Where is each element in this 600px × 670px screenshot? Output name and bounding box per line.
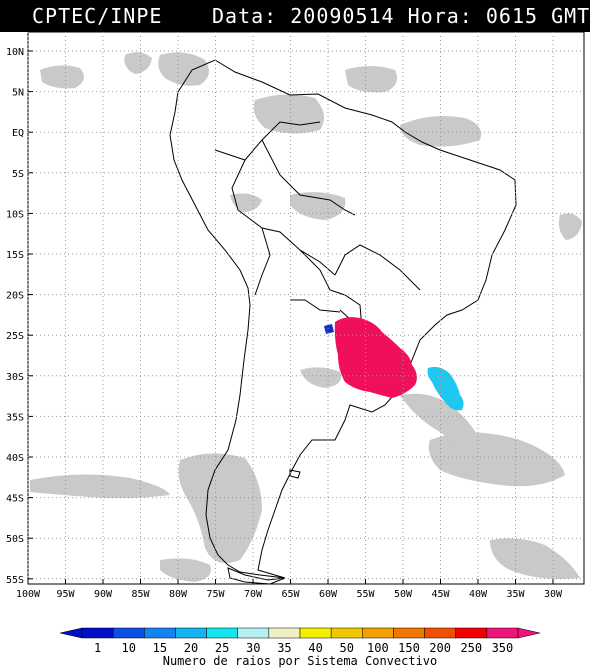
colorbar-label: 35 [277,641,291,655]
colorbar-segment [268,627,301,639]
storm-system-single [324,324,334,334]
cloud-patch-north-1 [158,52,209,86]
lat-tick-label: 50S [6,534,24,545]
lon-tick-label: 40W [469,589,488,600]
falkland-islands [289,469,301,479]
convective-systems [324,317,464,411]
colorbar-label: 25 [215,641,229,655]
lon-tick-label: 45W [431,589,450,600]
lat-tick-label: EQ [12,128,24,139]
source-label: CPTEC/INPE [32,4,163,28]
lat-tick-label: 10S [6,209,24,220]
colorbar-label: 250 [460,641,482,655]
colorbar-segment [144,627,176,639]
south-america-coastline [169,59,517,579]
colorbar-label: 350 [492,641,514,655]
lon-tick-label: 65W [281,589,300,600]
colorbar-segment [330,627,363,639]
cloud-patch-pacific-mid [300,367,341,388]
lat-tick-label: 5N [12,88,24,99]
colorbar-segment [175,627,207,639]
lon-tick-label: 85W [131,589,150,600]
lon-tick-label: 60W [319,589,338,600]
lat-tick-label: 45S [6,494,24,505]
colorbar-segment [455,627,488,639]
datetime-label: Data: 20090514 Hora: 0615 GMT [212,4,591,28]
lat-tick-label: 25S [6,331,24,342]
cloud-patch-tierra [160,558,211,582]
cloud-patch-equator-east [400,116,481,147]
lat-tick-label: 10N [6,47,24,58]
colorbar-segment [299,627,332,639]
colorbar-label: 30 [246,641,260,655]
colorbar-label: 150 [398,641,420,655]
lat-tick-label: 20S [6,291,24,302]
cloud-patch-north-2 [40,65,84,89]
latitude-axis: 10N 5N EQ 5S 10S 15S 20S 25S 30S 35S 40S 45S 50S 55S [6,47,584,586]
colorbar-right-arrow [517,627,541,639]
colorbar: 1 10 15 20 25 30 35 40 50 100 150 200 250 350 Numero d… [59,627,541,668]
lat-tick-label: 30S [6,372,24,383]
lon-tick-label: 90W [94,589,113,600]
cloud-patch-south-atlantic [428,432,565,487]
storm-system-high-count [334,317,417,398]
lon-tick-label: 70W [244,589,263,600]
colorbar-label: 10 [121,641,135,655]
lat-tick-label: 55S [6,575,24,586]
lon-tick-label: 80W [169,589,188,600]
colorbar-left-arrow [59,627,83,639]
longitude-axis: 100W 95W 90W 85W 80W 75W 70W 65W 60W 55W 50W 45W 40W… [16,32,563,600]
cloud-patch-uruguay-coast [400,393,480,443]
lon-tick-label: 100W [16,589,41,600]
cloud-patch-brazil-east [558,213,582,240]
cloud-patch-patagonia [178,453,262,564]
storm-system-low-count [427,366,464,411]
colorbar-segment [393,627,425,639]
title-bar: CPTEC/INPE Data: 20090514 Hora: 0615 GMT [0,0,590,32]
lon-tick-label: 95W [56,589,75,600]
cloud-patch-amazon-2 [345,66,398,93]
cloud-patch-atlantic-far [440,409,462,424]
colorbar-segment [362,627,394,639]
lat-tick-label: 15S [6,250,24,261]
cloud-patch-south-east [490,538,580,579]
lon-tick-label: 50W [394,589,413,600]
colorbar-label: 50 [339,641,353,655]
lon-tick-label: 30W [544,589,563,600]
lon-tick-label: 55W [356,589,375,600]
colorbar-segment [112,627,145,639]
colorbar-title: Numero de raios por Sistema Convectivo [163,654,438,668]
colorbar-label: 15 [153,641,167,655]
lon-tick-label: 35W [506,589,525,600]
lat-tick-label: 5S [12,169,24,180]
cloud-patch-north-3 [124,52,152,74]
colorbar-label: 20 [184,641,198,655]
colorbar-segment [206,627,238,639]
lon-tick-label: 75W [206,589,225,600]
colorbar-segment [237,627,270,639]
colorbar-label: 40 [308,641,322,655]
colorbar-label: 1 [94,641,101,655]
colorbar-segment [486,627,519,639]
colorbar-label: 200 [429,641,451,655]
colorbar-segment [424,627,456,639]
lat-tick-label: 40S [6,453,24,464]
colorbar-label: 100 [367,641,389,655]
colorbar-segment [81,627,114,639]
cloud-patch-central-1 [290,192,346,220]
cloud-patch-central-2 [230,193,262,212]
lat-tick-label: 35S [6,412,24,423]
